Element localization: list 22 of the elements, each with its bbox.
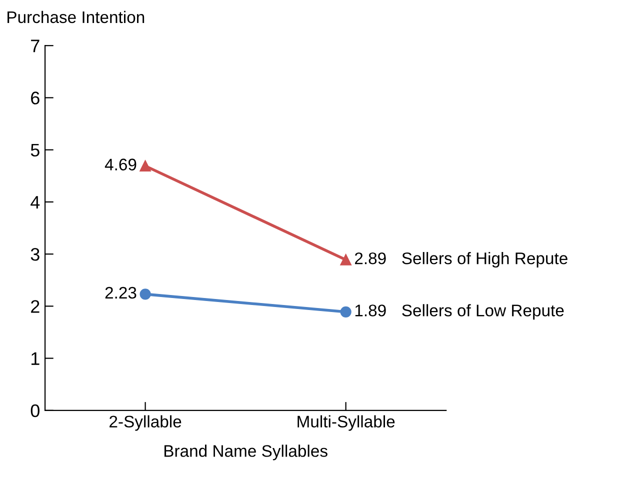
data-label: 2.89 [355,252,386,264]
y-tick-label: 3 [30,248,40,261]
data-label: 1.89 [355,304,386,316]
point [140,288,151,300]
x-tick-label: Multi-Syllable [298,415,395,431]
y-tick-label: 6 [31,92,40,104]
point [340,254,352,266]
y-tick-label: 4 [30,196,40,208]
y-tick-label: 2 [31,300,40,313]
data-label: 2.23 [105,286,136,299]
y-tick-label: 7 [31,40,40,52]
y-tick-label: 0 [30,404,40,418]
y-tick-label: 1 [32,352,40,365]
x-axis-title: Brand Name Syllables [164,444,328,460]
text: Sellers of High Repute [402,252,568,268]
y-tick-label: 5 [30,144,40,157]
point [340,306,352,318]
data-label: 4.69 [104,158,136,170]
text: Sellers of Low Repute [402,304,564,320]
y-axis-title: Purchase Intention [8,10,144,24]
point [140,160,151,172]
x-tick-label: 2-Syllable [110,415,182,431]
